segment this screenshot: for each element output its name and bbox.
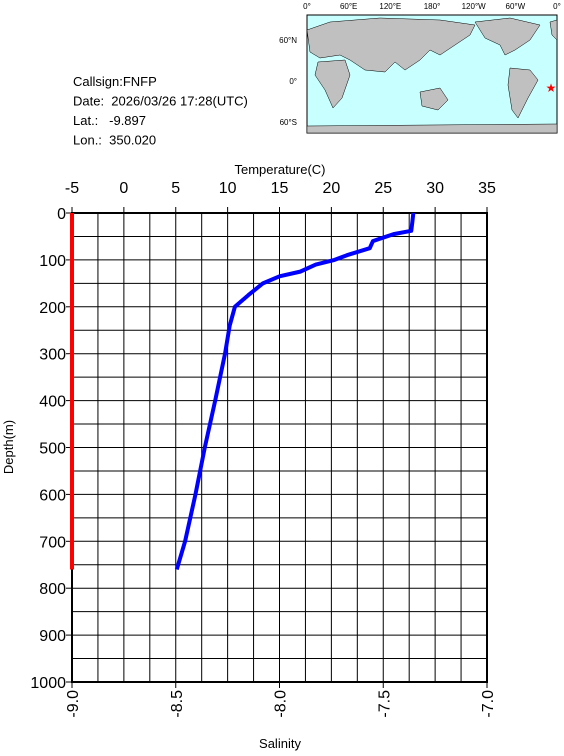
y-tick-label: 500	[39, 441, 66, 458]
bottom-tick-label: -8.0	[273, 690, 290, 718]
y-tick-label: 600	[39, 487, 66, 504]
info-line: Lon.: 350.020	[73, 133, 156, 148]
map-land	[306, 17, 476, 73]
y-tick-label: 700	[39, 534, 66, 551]
top-axis-title: Temperature(C)	[234, 162, 325, 177]
top-tick-label: 15	[271, 180, 289, 197]
y-tick-label: 800	[39, 581, 66, 598]
map-lat-label: 0°	[289, 77, 297, 86]
info-line: Lat.: -9.897	[73, 113, 146, 128]
top-tick-label: -5	[65, 180, 79, 197]
y-tick-label: 400	[39, 394, 66, 411]
y-tick-label: 200	[39, 300, 66, 317]
top-tick-label: 35	[478, 180, 496, 197]
top-tick-label: 10	[219, 180, 237, 197]
map-lat-label: 60°N	[279, 36, 297, 45]
bottom-axis-title: Salinity	[259, 736, 301, 751]
profile-line	[174, 212, 416, 571]
map-lon-label: 0°	[553, 2, 561, 11]
map-land	[474, 17, 541, 56]
info-line: Callsign:FNFP	[73, 74, 157, 89]
world-map: ★	[306, 14, 558, 134]
bottom-tick-label: -8.5	[169, 690, 186, 718]
y-tick-label: 900	[39, 628, 66, 645]
map-labels: 0° 60°E 120°E 180° 120°W 60°W 0° 60°N 0° 60°S	[279, 2, 561, 127]
map-land	[507, 67, 539, 119]
map-land	[549, 19, 558, 41]
top-tick-label: 30	[426, 180, 444, 197]
bottom-tick-label: -7.0	[480, 690, 497, 718]
map-land	[306, 123, 558, 134]
map-lon-label: 120°W	[462, 2, 487, 11]
y-tick-label: 0	[57, 206, 66, 223]
info-line: Date: 2026/03/26 17:28(UTC)	[73, 94, 248, 109]
top-tick-label: 25	[374, 180, 392, 197]
station-marker: ★	[546, 81, 557, 95]
map-lon-label: 180°	[424, 2, 441, 11]
map-land	[419, 87, 449, 111]
map-lon-label: 60°E	[340, 2, 357, 11]
top-tick-label: 5	[171, 180, 180, 197]
y-tick-label: 100	[39, 253, 66, 270]
map-lon-label: 120°E	[379, 2, 401, 11]
map-lon-label: 0°	[303, 2, 311, 11]
top-tick-label: 20	[322, 180, 340, 197]
y-tick-label: 300	[39, 347, 66, 364]
map-land	[314, 59, 351, 109]
bottom-tick-label: -7.5	[376, 690, 393, 718]
y-axis-title: Depth(m)	[1, 420, 16, 474]
map-lat-label: 60°S	[280, 118, 297, 127]
map-lon-label: 60°W	[506, 2, 526, 11]
station-info: Callsign:FNFP Date: 2026/03/26 17:28(UTC)…	[73, 74, 248, 148]
bottom-tick-label: -9.0	[65, 690, 82, 718]
top-tick-label: 0	[119, 180, 128, 197]
y-tick-label: 1000	[30, 675, 66, 692]
